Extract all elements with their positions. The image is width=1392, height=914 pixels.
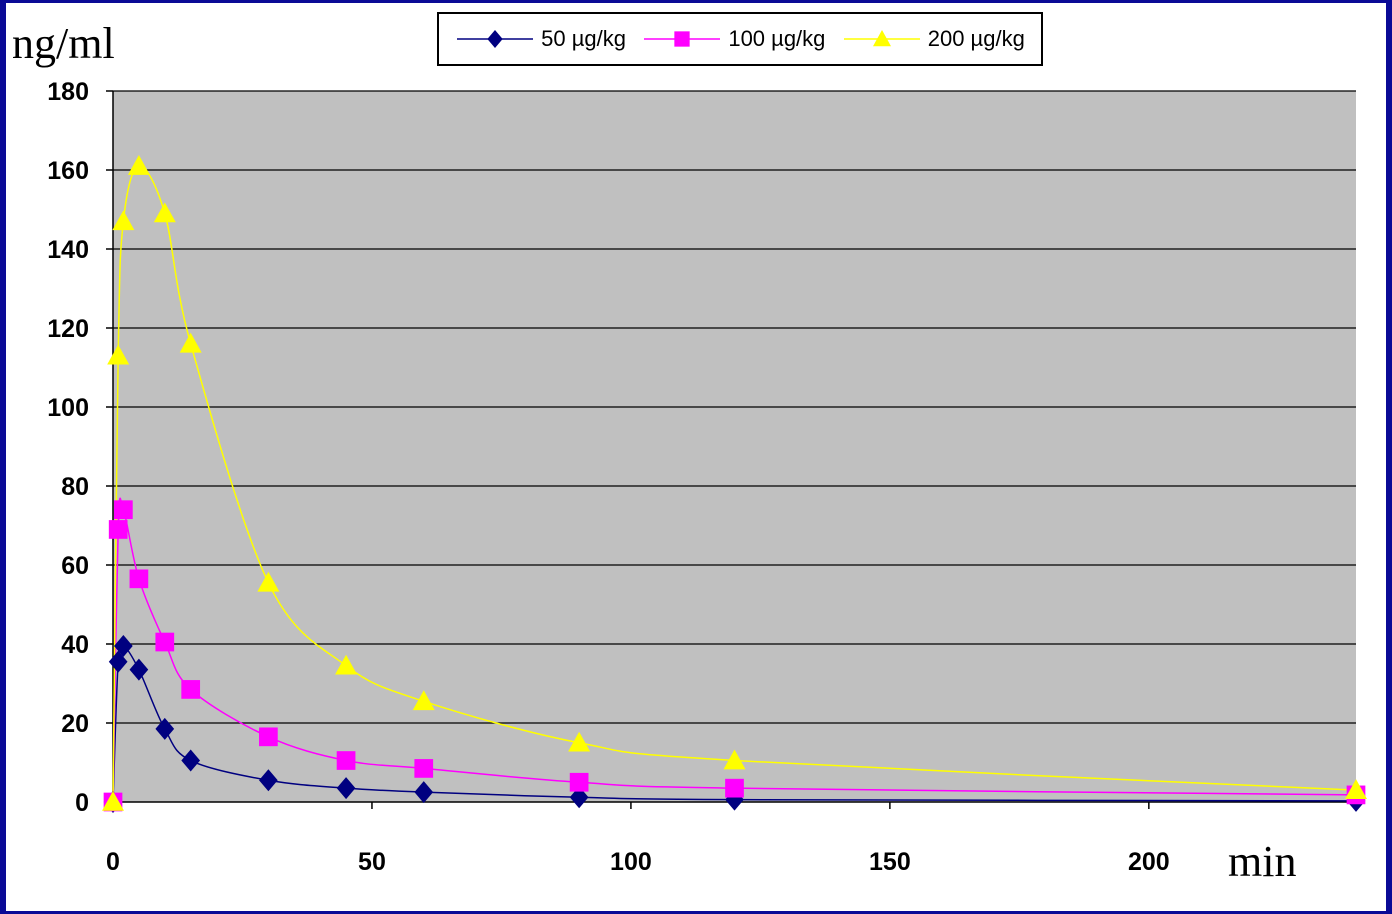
data-point-square xyxy=(114,500,133,520)
data-point-diamond xyxy=(259,769,278,792)
y-tick-label: 160 xyxy=(47,157,89,185)
x-tick-label: 50 xyxy=(358,848,386,876)
data-point-square xyxy=(129,569,149,589)
data-point-triangle xyxy=(872,30,891,47)
data-point-triangle xyxy=(257,571,280,592)
y-tick-label: 20 xyxy=(61,710,89,738)
legend-key-diamond-icon xyxy=(457,30,534,48)
data-point-triangle xyxy=(335,654,358,675)
data-point-triangle xyxy=(112,210,135,231)
y-tick-label: 180 xyxy=(47,78,89,106)
legend-label: 200 µg/kg xyxy=(927,26,1025,51)
data-point-triangle xyxy=(568,731,591,752)
legend-item-100: 100 µg/kg xyxy=(642,26,825,52)
x-tick-label: 200 xyxy=(1128,848,1170,876)
gridlines xyxy=(113,90,1356,724)
data-point-diamond xyxy=(181,749,201,772)
y-tick-label: 100 xyxy=(47,394,89,422)
data-point-diamond xyxy=(569,786,589,809)
legend-key-triangle-icon xyxy=(843,30,920,47)
x-tick-label: 150 xyxy=(869,848,911,876)
data-point-diamond xyxy=(487,30,503,48)
data-point-square xyxy=(725,778,744,798)
y-axis-title: ng/ml xyxy=(12,19,115,68)
tick-labels: 0 20 40 60 80 100 120 140 160 180 0 50 100 150 200 xyxy=(47,78,1169,876)
data-point-square xyxy=(108,520,128,539)
data-point-diamond xyxy=(336,777,356,800)
data-point-diamond xyxy=(108,650,128,673)
y-tick-label: 0 xyxy=(75,789,89,817)
data-point-square xyxy=(259,727,278,747)
x-axis-title: min xyxy=(1228,837,1297,886)
data-point-square xyxy=(155,632,175,652)
legend-label: 50 µg/kg xyxy=(541,26,626,51)
data-point-triangle xyxy=(102,791,124,811)
data-point-triangle xyxy=(153,202,176,223)
data-point-square xyxy=(414,759,434,778)
legend-item-200: 200 µg/kg xyxy=(842,26,1025,52)
data-point-diamond xyxy=(414,781,434,804)
plot-area xyxy=(113,91,1356,802)
data-point-diamond xyxy=(114,634,133,657)
data-point-square xyxy=(674,31,690,47)
data-point-triangle xyxy=(179,332,202,353)
data-point-square xyxy=(336,751,356,770)
legend-item-50: 50 µg/kg xyxy=(455,26,626,52)
data-point-triangle xyxy=(107,344,130,365)
series-line-3 xyxy=(112,165,1357,803)
legend-label: 100 µg/kg xyxy=(728,26,826,51)
data-point-square xyxy=(569,772,589,792)
data-point-diamond xyxy=(129,658,149,681)
x-tick-label: 100 xyxy=(610,848,652,876)
y-tick-label: 80 xyxy=(61,473,89,501)
y-tick-label: 60 xyxy=(61,552,89,580)
x-tick-label: 0 xyxy=(106,848,120,876)
data-point-triangle xyxy=(723,749,746,770)
data-point-triangle xyxy=(127,155,150,175)
y-tick-label: 40 xyxy=(61,631,89,659)
legend-key-square-icon xyxy=(644,31,721,47)
data-point-diamond xyxy=(155,717,175,740)
data-point-square xyxy=(181,680,201,699)
data-point-triangle xyxy=(412,690,435,711)
y-tick-label: 140 xyxy=(47,236,89,264)
legend: 50 µg/kg 100 µg/kg 200 µg/kg xyxy=(437,12,1043,66)
series-markers xyxy=(102,155,1367,813)
data-point-triangle xyxy=(1345,779,1367,799)
y-tick-label: 120 xyxy=(47,315,89,343)
